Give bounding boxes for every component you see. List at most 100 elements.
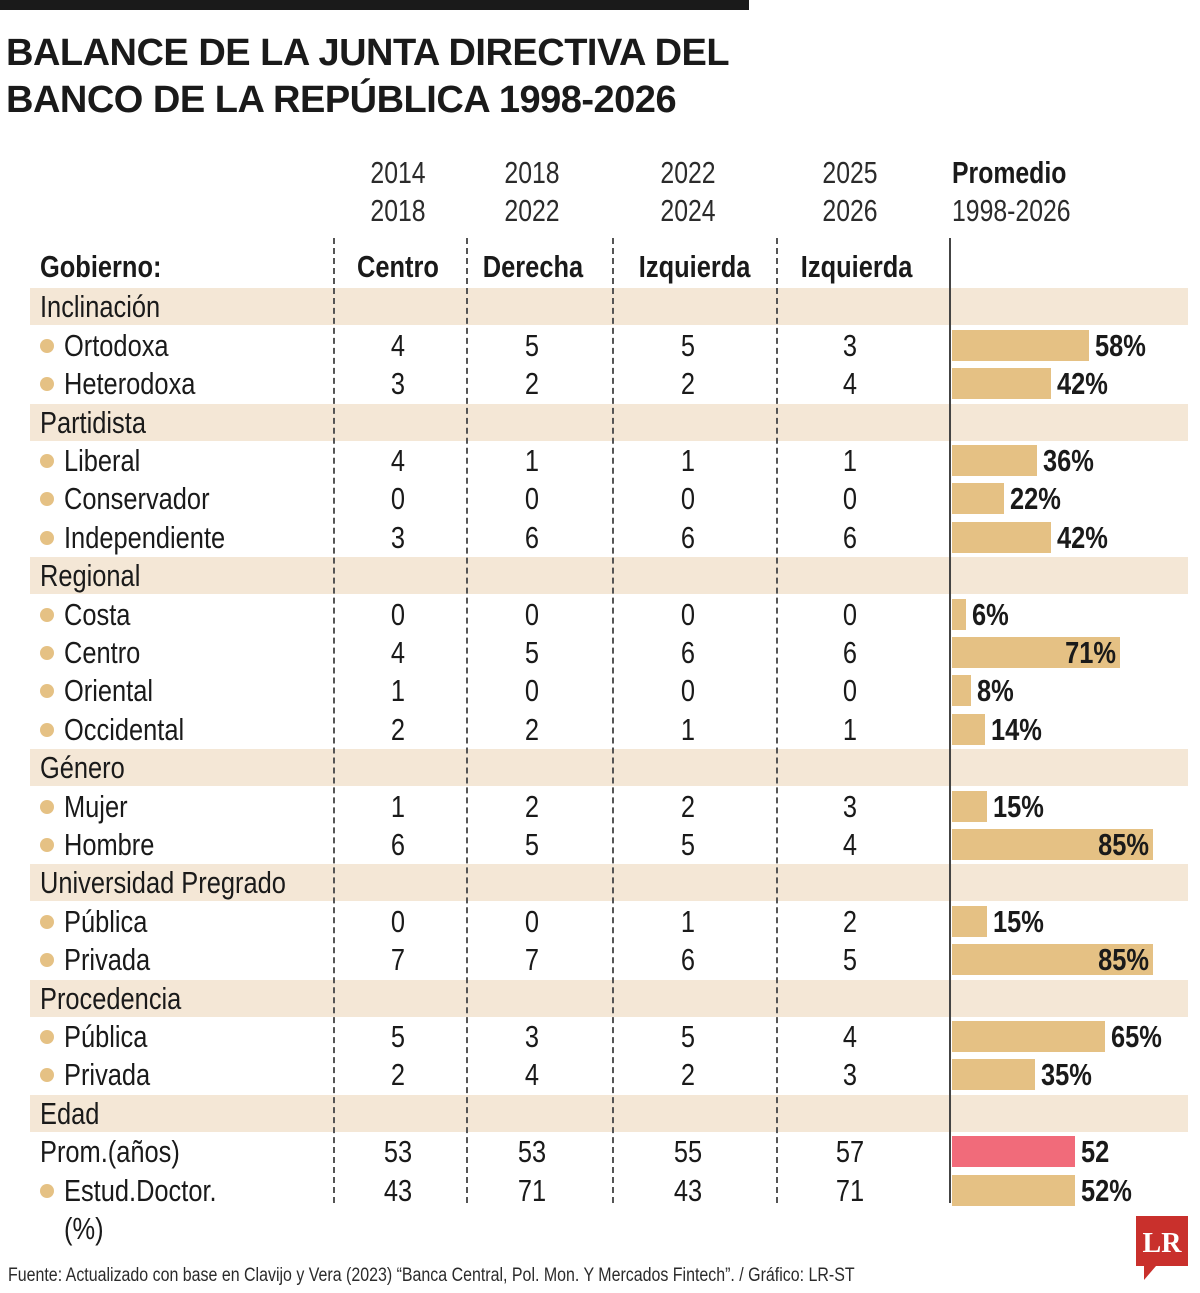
bullet-icon xyxy=(40,454,54,468)
section-title: Procedencia xyxy=(40,980,182,1016)
value-cell: 43 xyxy=(383,1172,413,1208)
period-to: 2026 xyxy=(822,193,878,228)
promedio-header: Promedio 1998-2026 xyxy=(952,154,1112,230)
value-cell: 3 xyxy=(390,519,406,555)
value-cell: 4 xyxy=(842,827,858,862)
promedio-bar xyxy=(952,1174,1075,1206)
value-cell: 2 xyxy=(524,711,540,747)
value-cell: 5 xyxy=(680,327,696,363)
value-cell: 3 xyxy=(524,1019,540,1054)
value-cell: 5 xyxy=(524,635,540,670)
value-cell: 2 xyxy=(842,903,858,939)
value-cell: 4 xyxy=(390,635,406,670)
promedio-bar xyxy=(952,483,1004,515)
row-label: Mujer xyxy=(64,788,128,824)
value-cell: 1 xyxy=(680,711,696,747)
value-cell: 0 xyxy=(842,596,858,632)
source-note: Fuente: Actualizado con base en Clavijo … xyxy=(8,1265,855,1286)
period-header-4: 2025 2026 xyxy=(802,154,898,230)
row-label: Ortodoxa xyxy=(64,327,169,363)
row-label: Independiente xyxy=(64,519,226,555)
column-divider xyxy=(776,238,778,1203)
promedio-bar xyxy=(952,829,1153,860)
section-band xyxy=(30,403,1188,441)
gobierno-cell: Derecha xyxy=(482,249,584,284)
gobierno-cell: Centro xyxy=(357,249,439,284)
row-label: Hombre xyxy=(64,827,155,862)
promedio-value: 14% xyxy=(991,711,1042,747)
value-cell: 1 xyxy=(842,443,858,478)
bullet-icon xyxy=(40,953,54,968)
value-cell: 4 xyxy=(524,1057,540,1093)
bullet-icon xyxy=(40,607,54,622)
value-cell: 6 xyxy=(842,635,858,670)
value-cell: 0 xyxy=(524,596,540,632)
value-cell: 3 xyxy=(390,366,406,402)
gobierno-label: Gobierno: xyxy=(40,249,162,284)
logo-text: LR xyxy=(1143,1228,1183,1259)
value-cell: 7 xyxy=(524,942,540,978)
value-cell: 0 xyxy=(390,903,406,939)
value-cell: 2 xyxy=(390,1057,406,1093)
bullet-icon xyxy=(40,838,54,852)
promedio-bar xyxy=(952,368,1051,400)
promedio-bar xyxy=(952,905,987,937)
value-cell: 4 xyxy=(842,1019,858,1054)
promedio-bar xyxy=(952,598,966,630)
value-cell: 0 xyxy=(524,481,540,517)
row-label: Privada xyxy=(64,1057,151,1093)
promedio-value: 42% xyxy=(1057,519,1108,555)
row-label: Occidental xyxy=(64,711,185,747)
section-title: Edad xyxy=(40,1095,100,1131)
value-cell: 3 xyxy=(842,788,858,824)
promedio-value: 6% xyxy=(972,596,1009,632)
value-cell: 6 xyxy=(680,635,696,670)
value-cell: 5 xyxy=(524,327,540,363)
column-divider xyxy=(333,238,335,1203)
title-line-1: BALANCE DE LA JUNTA DIRECTIVA DEL xyxy=(6,32,730,74)
value-cell: 1 xyxy=(524,443,540,478)
promedio-bar xyxy=(952,675,971,707)
bullet-icon xyxy=(40,492,54,507)
value-cell: 0 xyxy=(524,903,540,939)
value-cell: 6 xyxy=(680,519,696,555)
value-cell: 7 xyxy=(390,942,406,978)
value-cell: 4 xyxy=(390,443,406,478)
section-band xyxy=(30,749,1188,787)
promedio-range: 1998-2026 xyxy=(952,193,1071,228)
bullet-icon xyxy=(40,1183,54,1198)
bullet-icon xyxy=(40,646,54,660)
bullet-icon xyxy=(40,1030,54,1044)
bullet-icon xyxy=(40,377,54,392)
promedio-divider xyxy=(949,238,951,1203)
promedio-value: 65% xyxy=(1111,1019,1162,1054)
column-divider xyxy=(466,238,468,1203)
section-title: Inclinación xyxy=(40,289,161,325)
value-cell: 6 xyxy=(842,519,858,555)
value-cell: 71 xyxy=(517,1172,547,1208)
promedio-bar xyxy=(952,713,985,745)
section-title: Género xyxy=(40,750,125,786)
period-from: 2018 xyxy=(504,155,560,190)
bullet-icon xyxy=(40,722,54,737)
promedio-bar xyxy=(952,1136,1075,1168)
value-cell: 0 xyxy=(842,481,858,517)
promedio-value: 15% xyxy=(993,903,1044,939)
value-cell: 6 xyxy=(680,942,696,978)
bullet-icon xyxy=(40,914,54,929)
promedio-bar xyxy=(952,445,1037,476)
period-to: 2018 xyxy=(370,193,426,228)
section-band xyxy=(30,979,1188,1017)
row-label-continued: (%) xyxy=(64,1210,104,1246)
value-cell: 5 xyxy=(680,827,696,862)
value-cell: 3 xyxy=(842,327,858,363)
promedio-bar xyxy=(952,1059,1035,1091)
row-label: Estud.Doctor. xyxy=(64,1172,217,1208)
row-label: Prom.(años) xyxy=(40,1134,180,1170)
value-cell: 5 xyxy=(842,942,858,978)
value-cell: 2 xyxy=(524,788,540,824)
page-title: BALANCE DE LA JUNTA DIRECTIVA DEL BANCO … xyxy=(6,30,730,124)
gobierno-cell: Izquierda xyxy=(800,249,913,284)
value-cell: 2 xyxy=(524,366,540,402)
promedio-bar xyxy=(952,521,1051,553)
